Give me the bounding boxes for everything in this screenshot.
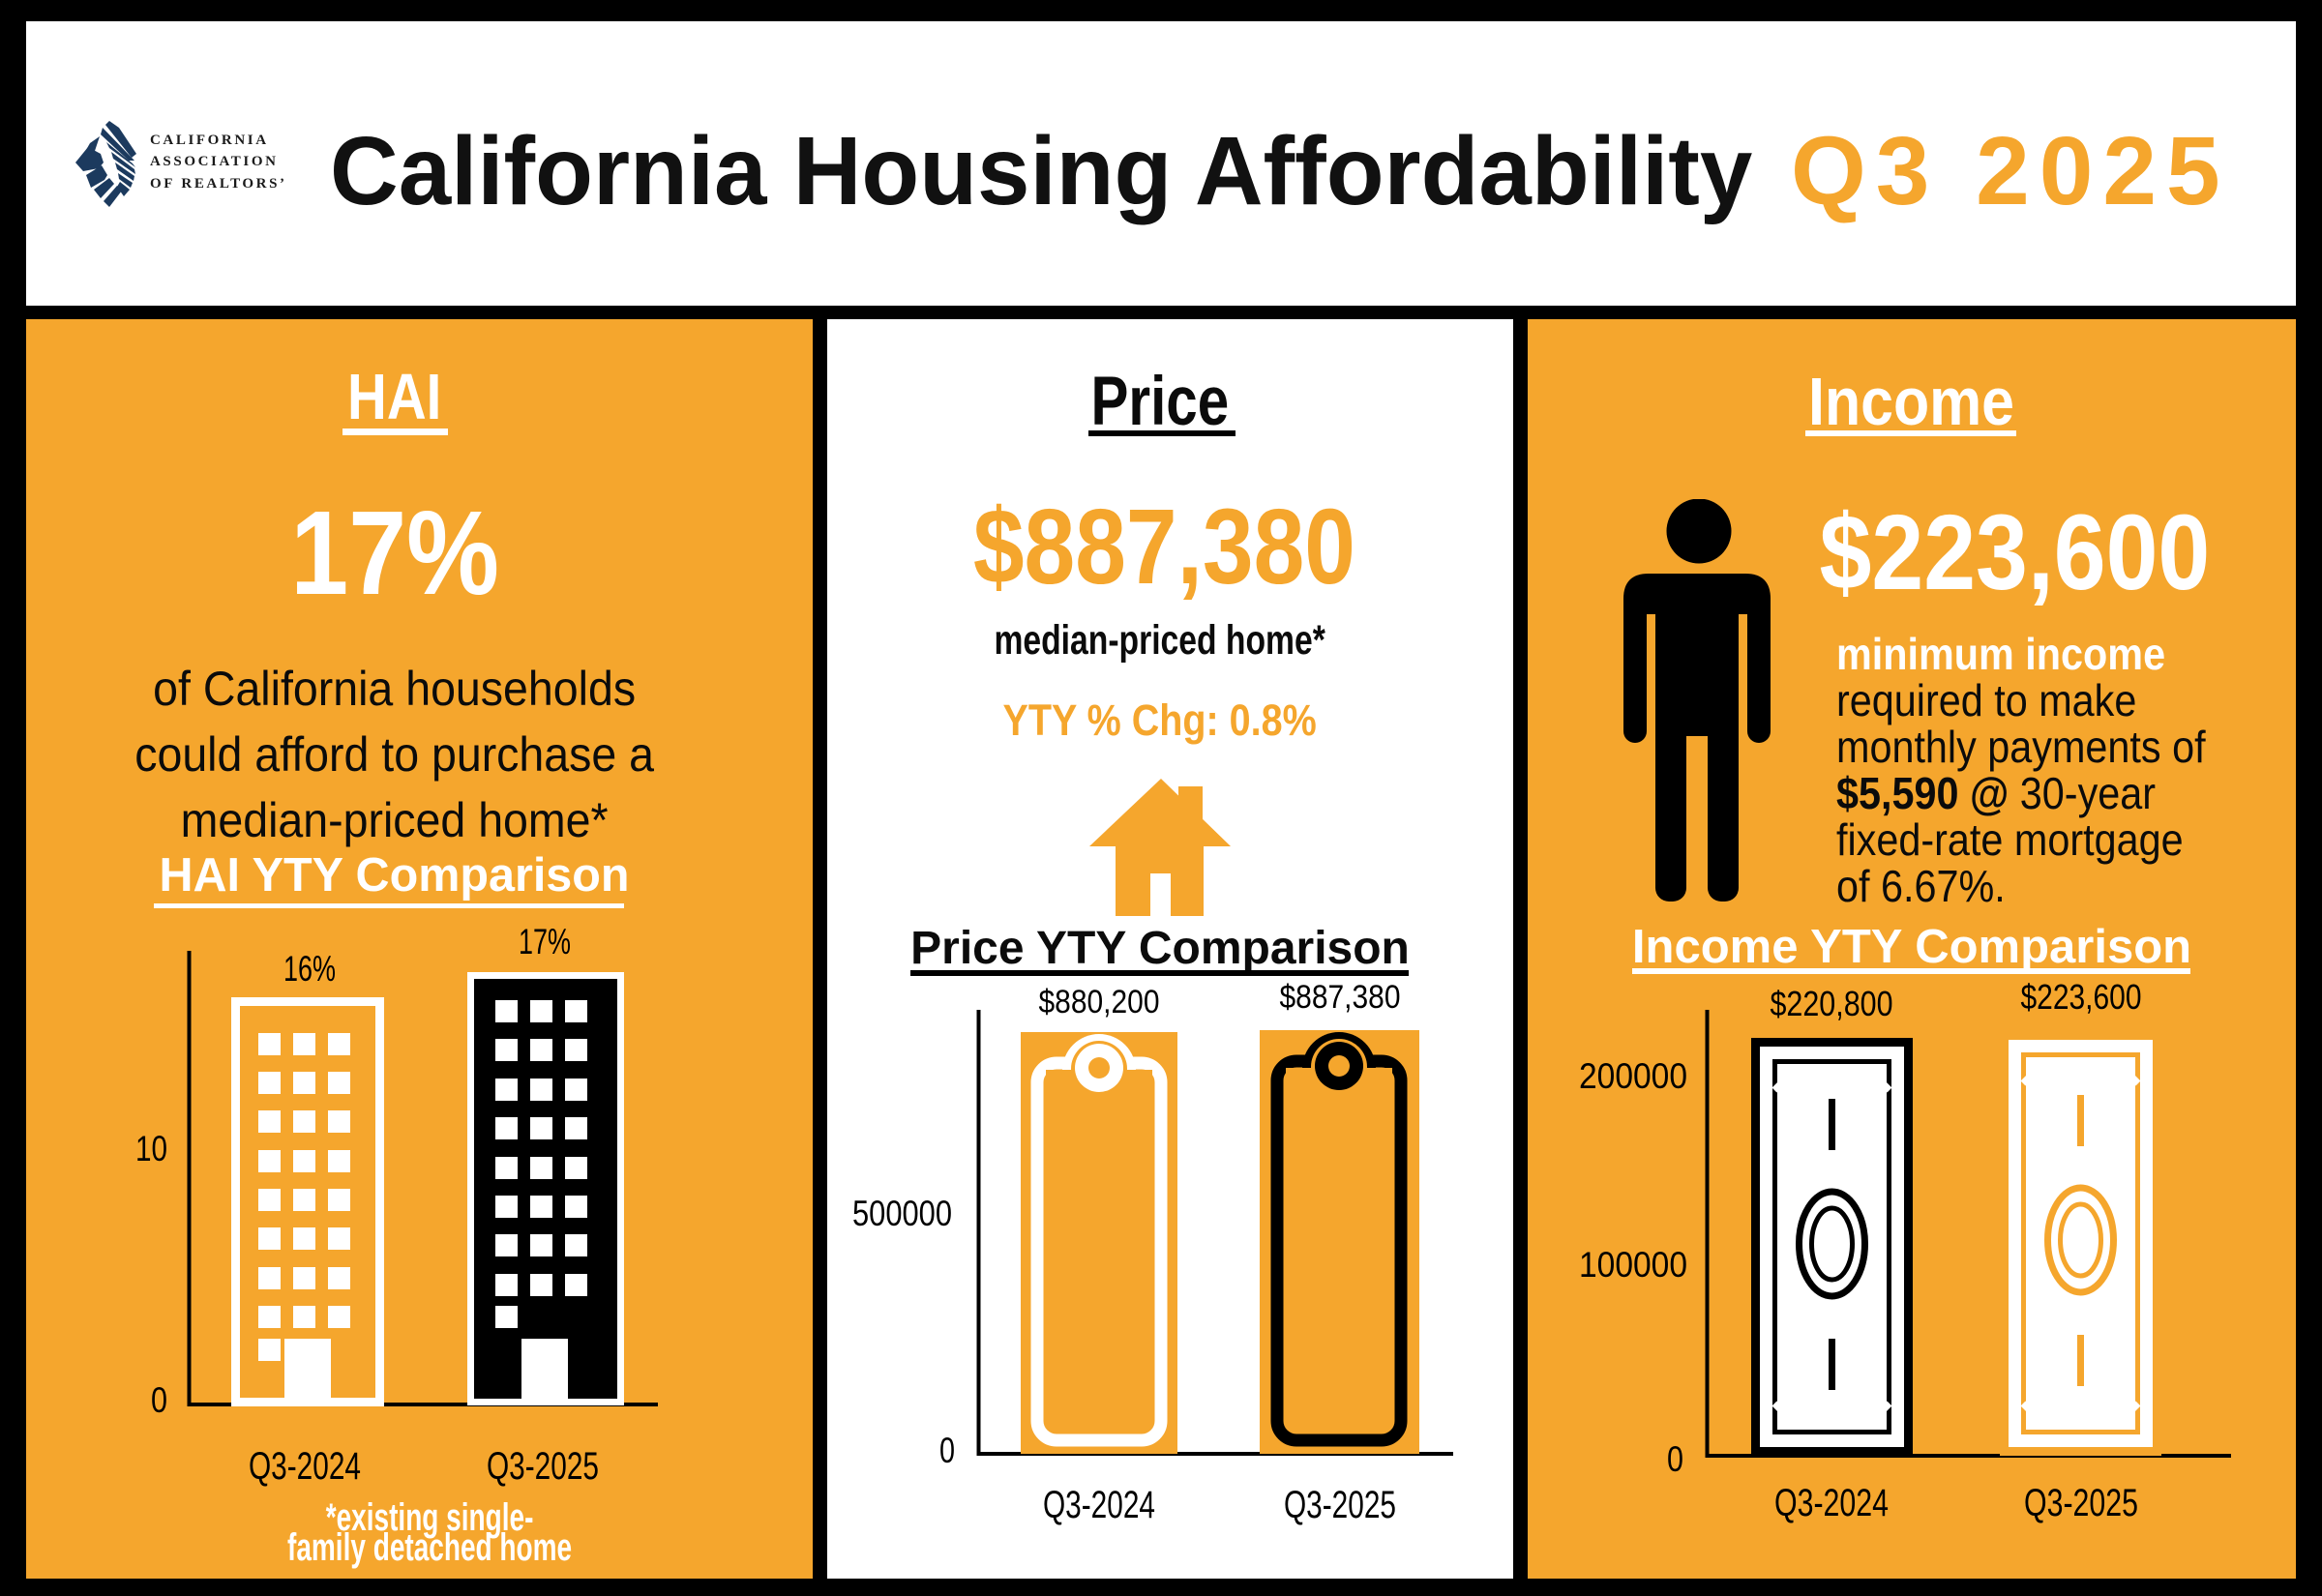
svg-text:17%: 17% bbox=[519, 922, 571, 961]
svg-text:0: 0 bbox=[151, 1380, 167, 1420]
svg-text:Q3-2025: Q3-2025 bbox=[1284, 1484, 1396, 1526]
svg-text:0: 0 bbox=[939, 1431, 955, 1470]
svg-text:Q3-2024: Q3-2024 bbox=[1774, 1482, 1889, 1524]
svg-text:$887,380: $887,380 bbox=[1280, 979, 1401, 1016]
svg-text:200000: 200000 bbox=[1579, 1056, 1687, 1096]
svg-text:Q3-2024: Q3-2024 bbox=[249, 1445, 361, 1488]
svg-text:$880,200: $880,200 bbox=[1039, 984, 1160, 1020]
svg-text:16%: 16% bbox=[283, 949, 336, 989]
svg-text:0: 0 bbox=[1667, 1439, 1683, 1479]
svg-text:$223,600: $223,600 bbox=[2021, 977, 2142, 1017]
svg-text:Q3-2024: Q3-2024 bbox=[1043, 1484, 1155, 1526]
svg-text:10: 10 bbox=[135, 1129, 167, 1168]
svg-text:500000: 500000 bbox=[852, 1194, 952, 1233]
svg-text:Q3-2025: Q3-2025 bbox=[2024, 1482, 2138, 1524]
svg-text:$220,800: $220,800 bbox=[1771, 984, 1893, 1023]
svg-text:Q3-2025: Q3-2025 bbox=[487, 1445, 599, 1488]
svg-text:100000: 100000 bbox=[1579, 1245, 1687, 1285]
